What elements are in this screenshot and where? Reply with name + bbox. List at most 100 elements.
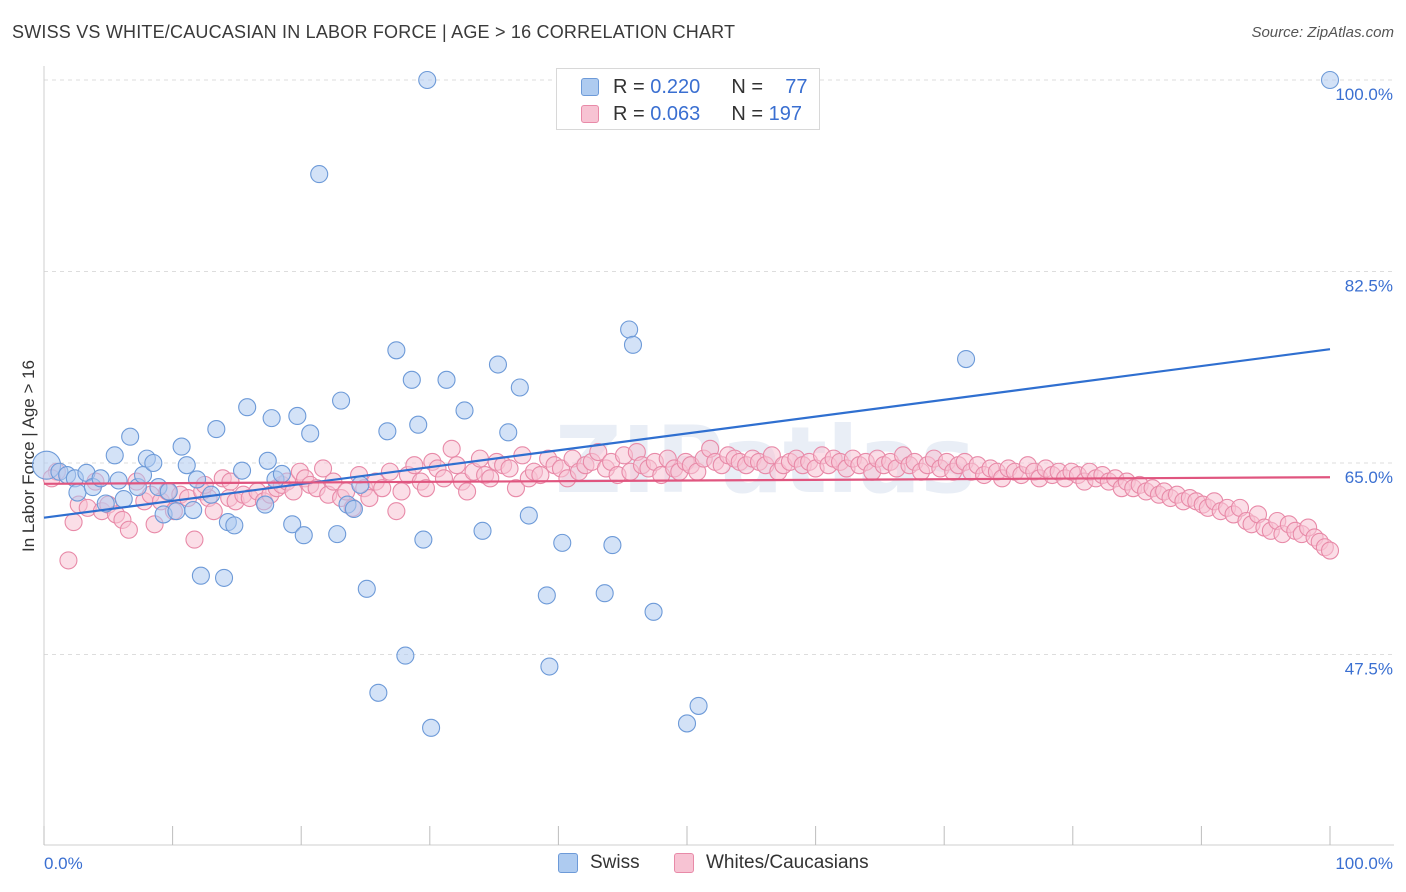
white-point	[500, 459, 519, 478]
swiss-point	[294, 526, 313, 545]
legend-item-swiss[interactable]: Swiss	[558, 852, 640, 874]
swiss-point	[114, 490, 133, 509]
legend-row-white: R = 0.063 N = 197	[581, 102, 802, 126]
swiss-point	[488, 355, 508, 374]
white-point	[481, 469, 500, 488]
y-axis-label: In Labor Force | Age > 16	[19, 360, 38, 552]
swiss-point	[540, 657, 559, 676]
swiss-point	[1320, 70, 1340, 90]
white-point	[204, 502, 223, 521]
y-tick-label: 82.5%	[1345, 277, 1393, 296]
white-point	[64, 513, 83, 532]
swiss-r-value: 0.220	[650, 75, 701, 98]
white-point	[1320, 541, 1340, 560]
white-point	[589, 443, 608, 462]
swiss-point	[258, 451, 277, 470]
source-label: Source: ZipAtlas.com	[1251, 24, 1394, 41]
white-point	[442, 439, 461, 458]
x-tick-label-max: 100.0%	[1335, 854, 1393, 873]
swiss-legend-label: Swiss	[590, 852, 640, 873]
white-point	[221, 472, 240, 491]
swiss-point	[256, 495, 275, 514]
white-point	[416, 479, 435, 498]
swiss-legend-swatch	[558, 853, 578, 873]
white-point	[392, 482, 411, 501]
swiss-n-value: 77	[785, 75, 808, 98]
white-r-label: R =	[613, 102, 645, 125]
white-point	[387, 502, 406, 521]
swiss-point	[519, 506, 538, 525]
series-legend: Swiss Whites/Caucasians	[0, 852, 1406, 878]
white-point	[405, 456, 424, 475]
swiss-point	[357, 579, 376, 598]
swiss-point	[499, 423, 518, 442]
swiss-point	[262, 409, 281, 428]
swiss-point	[214, 568, 234, 587]
white-point	[119, 520, 138, 539]
swiss-point	[387, 341, 406, 360]
swiss-point	[332, 391, 351, 410]
swiss-point	[351, 475, 370, 494]
swiss-point	[272, 464, 291, 483]
swiss-point	[232, 461, 252, 480]
swiss-point	[437, 370, 456, 389]
swiss-point	[957, 349, 976, 369]
swiss-point	[68, 483, 87, 502]
white-n-value: 197	[768, 102, 802, 125]
swiss-point	[603, 536, 622, 555]
legend-item-white[interactable]: Whites/Caucasians	[674, 852, 869, 874]
swiss-point	[159, 482, 178, 501]
swiss-point	[172, 437, 191, 456]
swiss-point	[414, 530, 433, 549]
white-legend-label: Whites/Caucasians	[706, 852, 869, 873]
swiss-point	[677, 714, 697, 733]
swiss-point	[644, 602, 663, 621]
swiss-point	[328, 525, 347, 544]
legend-row-swiss: R = 0.220 N = 77	[581, 75, 808, 99]
swiss-point	[623, 335, 643, 354]
swiss-point	[344, 499, 363, 519]
white-point	[360, 488, 379, 508]
white-point	[506, 479, 526, 498]
white-point	[373, 479, 392, 498]
white-point	[458, 482, 477, 501]
swiss-point	[177, 456, 196, 475]
swiss-n-label: N =	[731, 75, 764, 98]
swiss-point	[288, 406, 307, 425]
swiss-point	[473, 521, 492, 540]
swiss-point	[109, 471, 128, 490]
swiss-point	[402, 370, 421, 389]
swiss-point	[238, 398, 257, 417]
chart-title: SWISS VS WHITE/CAUCASIAN IN LABOR FORCE …	[12, 22, 736, 42]
swiss-point	[184, 501, 203, 520]
swiss-point	[510, 378, 529, 397]
white-trend-line	[43, 476, 1331, 485]
swiss-trend-line	[43, 348, 1331, 519]
swiss-point	[187, 470, 207, 489]
swiss-point	[144, 453, 163, 473]
y-tick-label: 47.5%	[1345, 660, 1393, 679]
swiss-point	[369, 683, 388, 702]
swiss-point	[105, 446, 124, 465]
swiss-point	[283, 515, 302, 534]
swiss-point	[396, 646, 415, 665]
swiss-point	[409, 415, 428, 434]
white-n-label: N =	[731, 102, 764, 125]
swiss-point	[595, 584, 614, 603]
white-point	[314, 459, 333, 478]
swiss-r-label: R =	[613, 75, 645, 98]
white-legend-swatch	[674, 853, 694, 873]
swiss-point	[96, 494, 115, 513]
swiss-point	[689, 696, 708, 715]
swiss-point	[620, 320, 639, 339]
white-point	[59, 551, 78, 570]
white-point	[434, 469, 453, 488]
swiss-point	[191, 566, 210, 585]
swiss-point	[455, 401, 474, 420]
swiss-point	[422, 718, 441, 737]
swiss-point	[167, 502, 186, 521]
x-tick-label-min: 0.0%	[44, 854, 83, 873]
white-r-value: 0.063	[650, 102, 701, 125]
swiss-swatch	[581, 78, 599, 96]
